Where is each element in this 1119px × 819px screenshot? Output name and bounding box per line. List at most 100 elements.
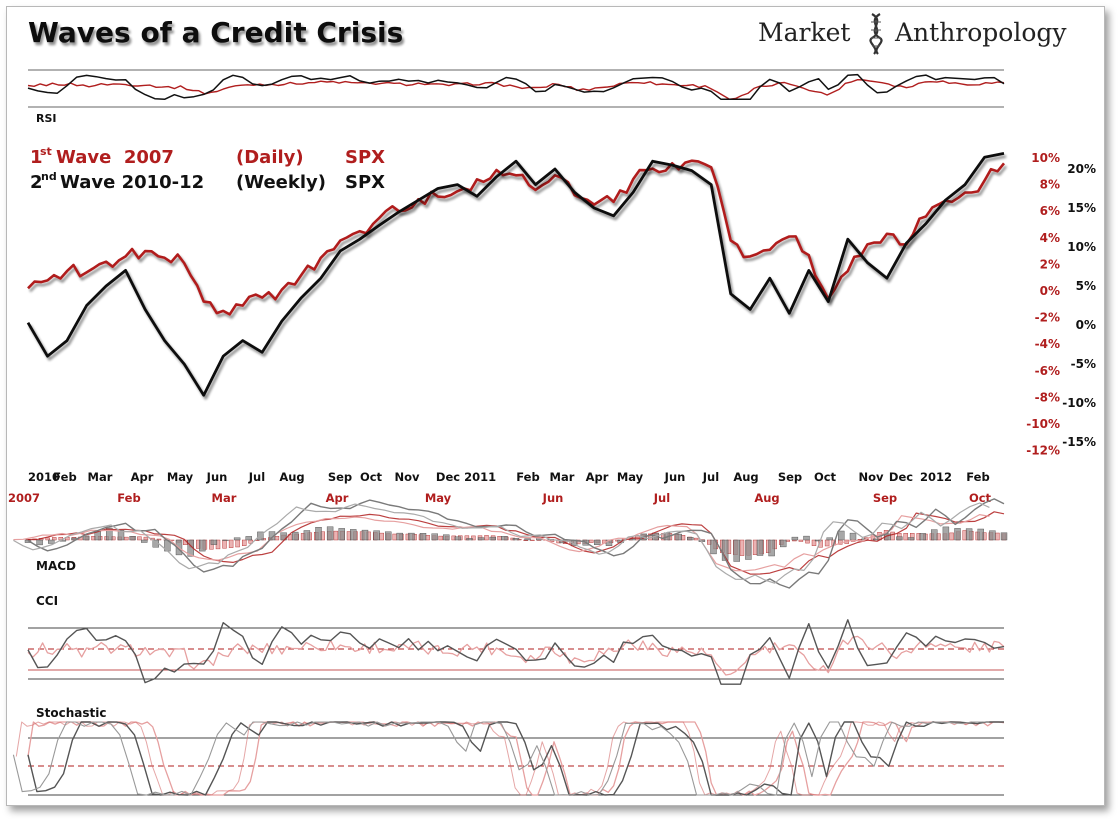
- x-tick-black: Sep: [328, 470, 352, 484]
- macd-bar-2007: [274, 536, 280, 541]
- macd-bar-2010-12: [733, 539, 740, 562]
- macd-bar-2007: [379, 532, 384, 541]
- x-tick-black: Jun: [664, 470, 686, 484]
- macd-bar-2007: [471, 535, 476, 541]
- cci-label: CCI: [36, 594, 58, 608]
- macd-bar-2007: [228, 539, 234, 548]
- macd-bar-2010-12: [1000, 532, 1008, 541]
- macd-bar-2010-12: [129, 536, 136, 541]
- legend-red-freq: (Daily): [236, 147, 304, 168]
- macd-bar-2010-12: [849, 532, 857, 541]
- macd-bar-2007: [798, 539, 804, 542]
- legend-black-ord: 2: [30, 172, 43, 193]
- macd-bar-2007: [589, 539, 594, 543]
- macd-bar-2010-12: [303, 530, 311, 541]
- macd-bar-2007: [143, 536, 149, 541]
- x-axis-red: 2007 Feb Mar Apr May Jun Jul Aug Sep Oct: [8, 491, 992, 505]
- x-tick-black: Dec: [889, 470, 913, 484]
- main-plot: [26, 152, 1006, 397]
- series-line-2010-12: [26, 152, 1005, 397]
- brand-right: Anthropology: [894, 18, 1067, 47]
- macd-bar-2007: [137, 536, 142, 541]
- stochastic-lines: [12, 721, 1005, 796]
- y-tick-red: -4%: [1035, 337, 1060, 351]
- y-tick-red: 4%: [1040, 231, 1060, 245]
- macd-bar-2010-12: [721, 539, 729, 561]
- stochastic-label: Stochastic: [36, 706, 106, 720]
- macd-bar-2010-12: [977, 528, 984, 541]
- macd-bar-2010-12: [989, 530, 996, 541]
- rsi-lines: [27, 73, 1005, 101]
- macd-bar-2007: [333, 530, 339, 541]
- x-tick-black: 2012: [920, 470, 952, 484]
- rsi-panel: RSI: [27, 69, 1005, 125]
- cci-line-2007: [27, 635, 1005, 676]
- macd-line-2010-12: [27, 498, 1005, 589]
- y-tick-red: 6%: [1040, 204, 1060, 218]
- legend-black: 2 nd Wave 2010-12 (Weekly) SPX: [30, 170, 385, 193]
- x-tick-black: Apr: [586, 470, 609, 484]
- macd-bar-2010-12: [477, 537, 485, 541]
- macd-histogram: [24, 526, 1008, 562]
- rsi-label: RSI: [36, 112, 57, 125]
- macd-bar-2010-12: [965, 528, 973, 541]
- macd-bar-2010-12: [36, 539, 43, 546]
- macd-bar-2010-12: [745, 539, 752, 560]
- x-tick-red: 2007: [8, 491, 40, 505]
- macd-bar-2010-12: [419, 533, 427, 541]
- macd-bar-2007: [811, 539, 817, 546]
- x-tick-black: 2010: [28, 470, 60, 484]
- macd-bar-2007: [530, 539, 535, 541]
- x-tick-black: Oct: [814, 470, 837, 484]
- macd-bar-2007: [438, 535, 443, 541]
- macd-bar-2010-12: [803, 535, 810, 541]
- macd-bar-2007: [857, 539, 863, 541]
- macd-bar-2010-12: [512, 538, 520, 541]
- x-tick-red: Feb: [117, 491, 140, 505]
- macd-bar-2010-12: [768, 539, 775, 557]
- macd-bar-2010-12: [687, 537, 694, 541]
- y-tick-red: 2%: [1040, 257, 1060, 271]
- x-tick-black: Feb: [516, 470, 539, 484]
- rsi-line-2010-12: [27, 73, 1005, 101]
- series-line-2007: [27, 159, 1006, 316]
- x-tick-red: Jun: [542, 491, 564, 505]
- macd-bar-2007: [235, 539, 240, 548]
- rsi-line-2007: [27, 78, 1005, 100]
- x-tick-black: Dec 2011: [436, 470, 496, 484]
- y-tick-black: 15%: [1067, 201, 1096, 215]
- x-tick-black: Nov: [394, 470, 420, 484]
- legend: 1 st Wave 2007 (Daily) SPX 2 nd Wave 201…: [30, 145, 385, 193]
- macd-bar-2010-12: [210, 539, 218, 545]
- legend-black-text: Wave 2010-12: [60, 172, 204, 193]
- macd-bar-2010-12: [919, 533, 926, 541]
- x-tick-black: Mar: [550, 470, 575, 484]
- x-tick-black: Feb: [966, 470, 989, 484]
- chart-frame: [6, 6, 1105, 806]
- x-tick-black: May: [617, 470, 644, 484]
- macd-bar-2010-12: [117, 530, 125, 541]
- macd-bar-2010-12: [954, 528, 961, 541]
- macd-bar-2010-12: [48, 539, 55, 544]
- macd-bar-2010-12: [756, 539, 764, 556]
- y-tick-red: -10%: [1026, 417, 1060, 431]
- macd-bar-2010-12: [396, 532, 403, 541]
- macd-bar-2010-12: [326, 526, 334, 541]
- stochastic-panel: Stochastic: [12, 706, 1005, 796]
- cci-panel: CCI: [27, 594, 1005, 685]
- macd-signal-2010-12: [13, 502, 990, 584]
- x-tick-black: Jun: [206, 470, 228, 484]
- y-tick-red: 8%: [1040, 178, 1060, 192]
- y-tick-black: 0%: [1076, 318, 1096, 332]
- macd-bar-2010-12: [501, 536, 508, 541]
- macd-panel: MACD: [13, 498, 1008, 589]
- legend-red-suffix: st: [40, 145, 52, 158]
- macd-bar-2010-12: [292, 531, 299, 541]
- macd-bar-2010-12: [245, 536, 253, 541]
- x-tick-black: Nov: [858, 470, 884, 484]
- macd-bar-2010-12: [524, 538, 531, 541]
- y-tick-black: -5%: [1071, 357, 1096, 371]
- legend-black-suffix: nd: [41, 170, 57, 183]
- macd-bar-2010-12: [594, 539, 601, 546]
